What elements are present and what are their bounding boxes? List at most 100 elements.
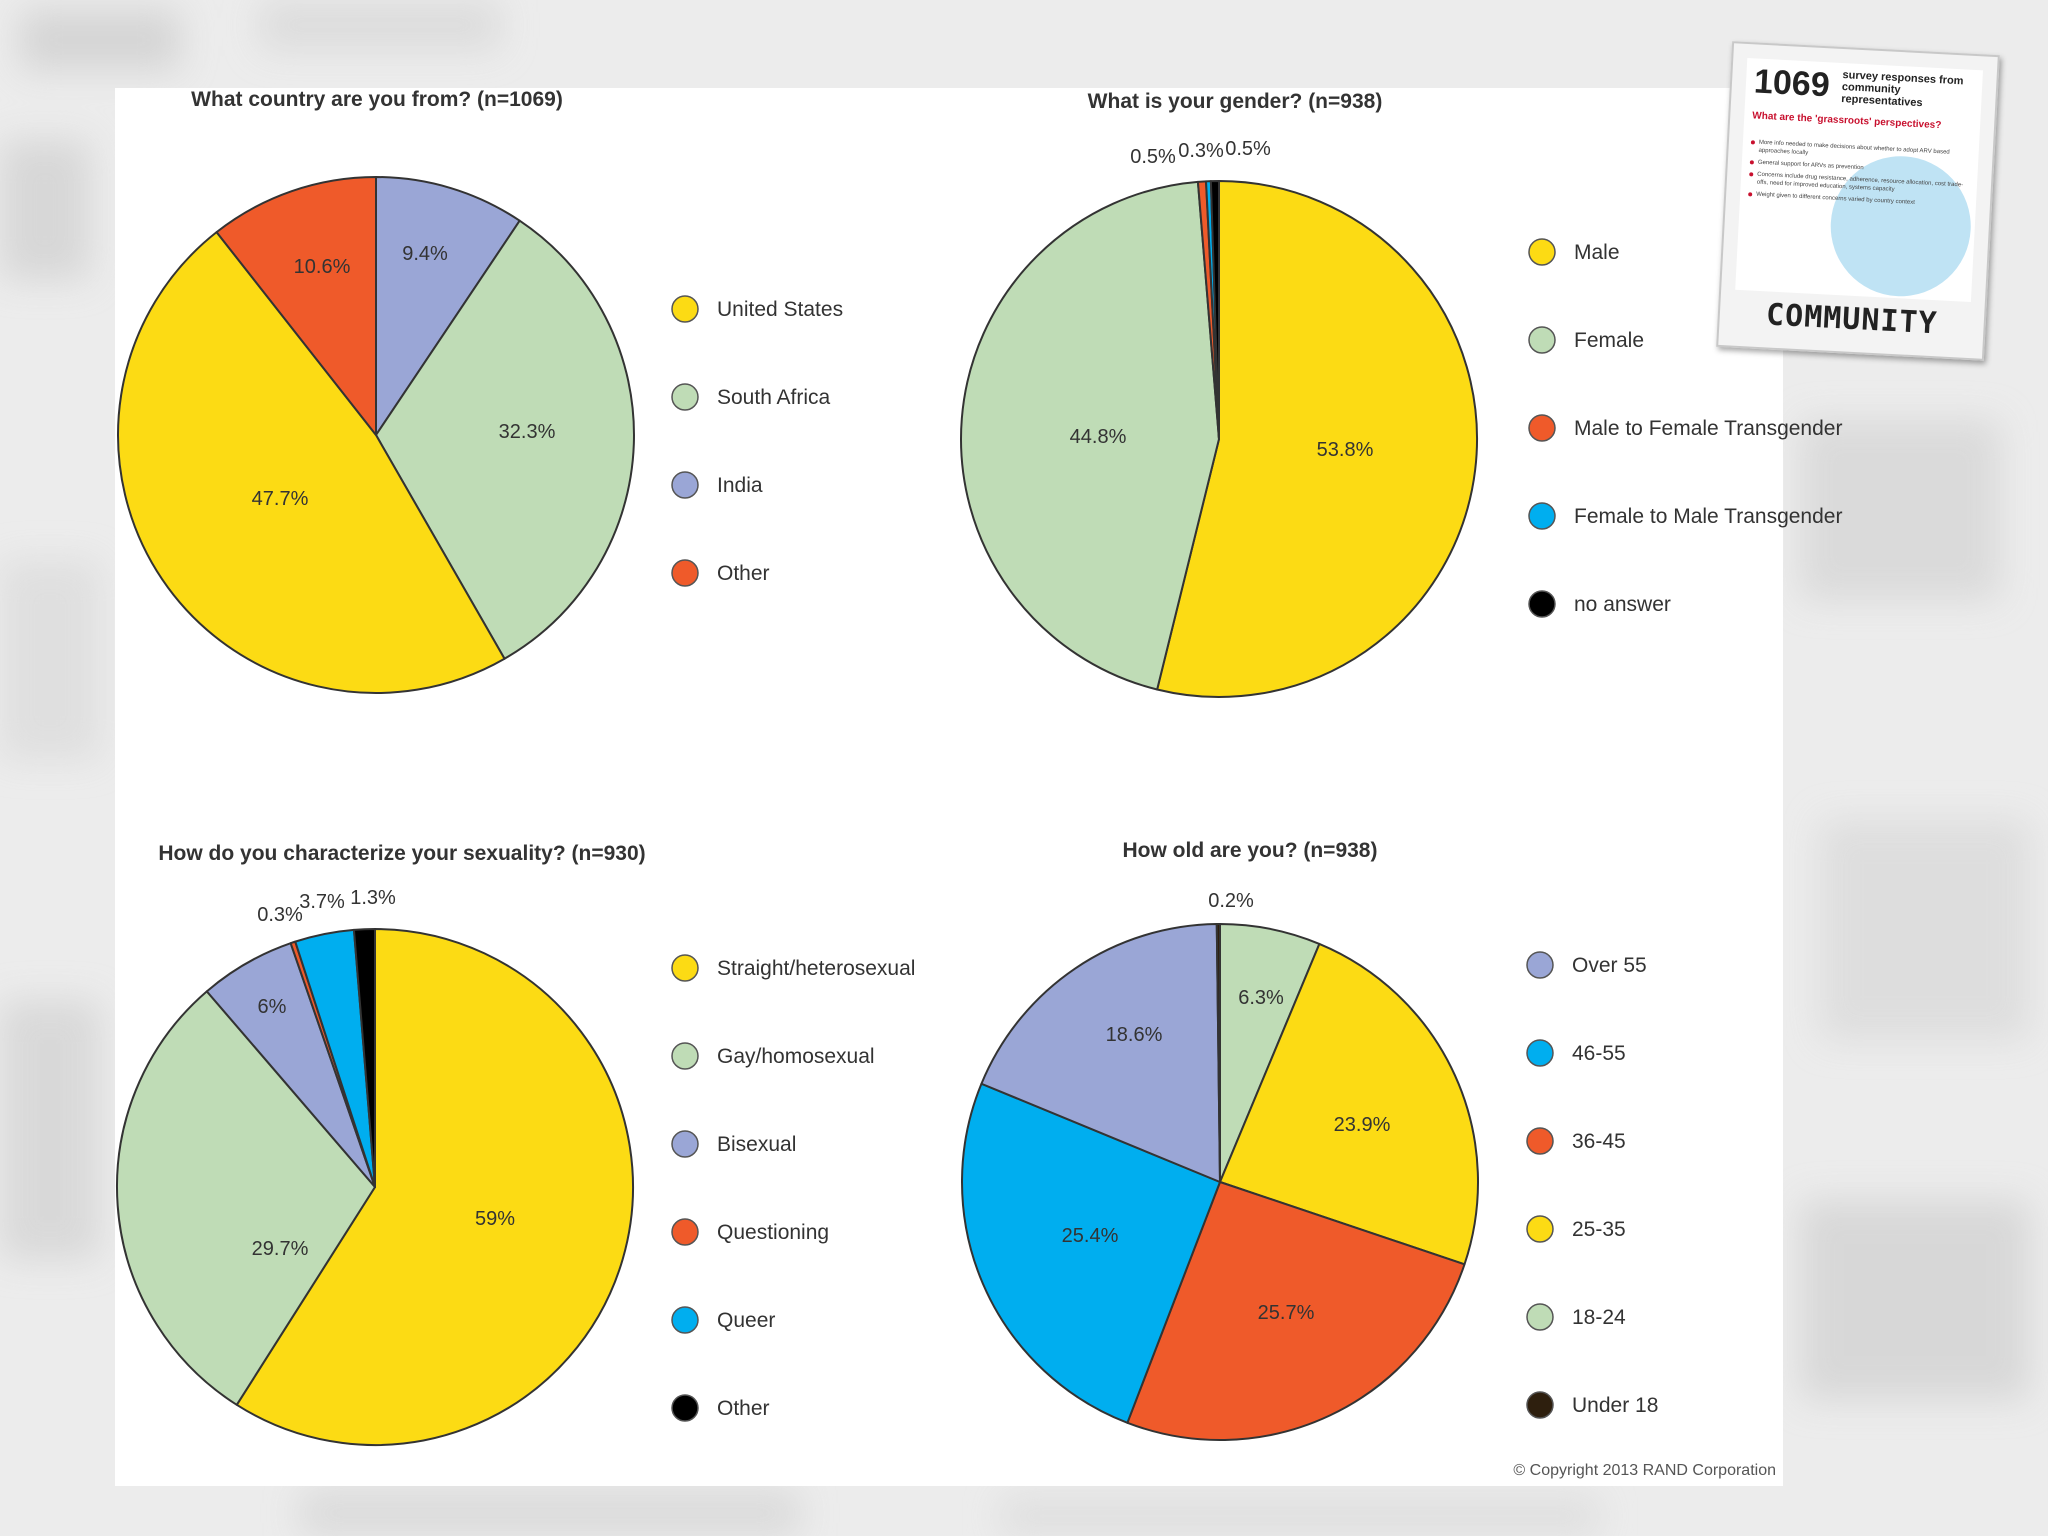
legend-item-male: Male (1528, 238, 1620, 266)
legend-label: South Africa (717, 386, 831, 409)
legend-label: no answer (1574, 593, 1671, 616)
legend-label: India (717, 474, 763, 497)
legend-item-straight-heterosexual: Straight/heterosexual (671, 954, 915, 982)
slice-label-other: 10.6% (294, 256, 351, 278)
pie-slice-46-55 (961, 1082, 1221, 1424)
legend-swatch (671, 383, 699, 411)
chart-title: What country are you from? (n=1069) (191, 88, 563, 111)
pie-slices (961, 922, 1479, 1441)
slice-label-straight-heterosexual: 59% (475, 1208, 515, 1230)
legend-label: Bisexual (717, 1133, 796, 1156)
legend-item-46-55: 46-55 (1526, 1039, 1626, 1067)
legend-swatch (671, 471, 699, 499)
slice-label-female-to-male-transgender: 0.3% (1178, 140, 1224, 162)
legend-item-other: Other (671, 559, 770, 587)
legend-swatch (671, 559, 699, 587)
pie-slice-36-45 (1126, 1181, 1466, 1441)
legend-label: Other (717, 1397, 770, 1420)
legend-swatch (671, 295, 699, 323)
legend-item-female-to-male-transgender: Female to Male Transgender (1528, 502, 1842, 530)
pie-slice-under-18 (1215, 922, 1221, 1183)
slice-label-46-55: 25.4% (1062, 1225, 1119, 1247)
chart-title: How do you characterize your sexuality? … (158, 842, 645, 865)
legend-swatch (1528, 238, 1556, 266)
legend-swatch (1526, 951, 1554, 979)
slice-label-male: 53.8% (1317, 439, 1374, 461)
legend-swatch (1526, 1215, 1554, 1243)
legend-label: Questioning (717, 1221, 829, 1244)
card-question: What are the 'grassroots' perspectives? (1752, 110, 1942, 132)
slice-label-questioning: 0.3% (257, 904, 303, 926)
legend-label: Female (1574, 329, 1644, 352)
slice-label-over-55: 18.6% (1106, 1024, 1163, 1046)
slice-label-female: 44.8% (1070, 426, 1127, 448)
pie-slice-over-55 (980, 923, 1221, 1183)
legend-item-25-35: 25-35 (1526, 1215, 1626, 1243)
pie-slice-no-answer (1209, 180, 1220, 440)
slice-label-no-answer: 0.5% (1225, 138, 1271, 160)
legend-item-other: Other (671, 1394, 770, 1422)
card-count: 1069 (1753, 62, 1831, 105)
legend-swatch (1526, 1391, 1554, 1419)
slice-label-india: 9.4% (402, 243, 448, 265)
slice-label-under-18: 0.2% (1208, 890, 1254, 912)
legend-swatch (1526, 1127, 1554, 1155)
legend-swatch (671, 954, 699, 982)
legend-label: Gay/homosexual (717, 1045, 875, 1068)
legend-item-female: Female (1528, 326, 1644, 354)
pie-slice-25-35 (1219, 942, 1479, 1266)
pie-slices (116, 928, 634, 1446)
legend-label: Straight/heterosexual (717, 957, 915, 980)
slice-label-queer: 3.7% (299, 891, 345, 913)
legend-item-south-africa: South Africa (671, 383, 831, 411)
legend-label: 25-35 (1572, 1218, 1626, 1241)
legend-swatch (671, 1042, 699, 1070)
legend-label: 46-55 (1572, 1042, 1626, 1065)
pie-slice-south-africa (375, 219, 635, 660)
legend-swatch (1526, 1039, 1554, 1067)
copyright-notice: © Copyright 2013 RAND Corporation (1513, 1462, 1776, 1479)
legend-label: 18-24 (1572, 1306, 1626, 1329)
legend-item-over-55: Over 55 (1526, 951, 1647, 979)
pie-slice-straight-heterosexual (235, 928, 634, 1446)
legend-swatch (1528, 590, 1556, 618)
legend-item-under-18: Under 18 (1526, 1391, 1658, 1419)
legend-swatch (1528, 414, 1556, 442)
legend-swatch (1528, 326, 1556, 354)
legend-label: Under 18 (1572, 1394, 1658, 1417)
card-heading: survey responses from community represen… (1841, 69, 1964, 110)
legend-swatch (671, 1306, 699, 1334)
legend-label: Over 55 (1572, 954, 1647, 977)
legend-label: Queer (717, 1309, 775, 1332)
slice-label-other: 1.3% (350, 887, 396, 909)
legend-label: Male to Female Transgender (1574, 417, 1842, 440)
legend-label: Other (717, 562, 770, 585)
legend-item-india: India (671, 471, 763, 499)
slice-label-male-to-female-transgender: 0.5% (1130, 146, 1176, 168)
card-title: COMMUNITY (1765, 297, 1939, 342)
legend-swatch (1526, 1303, 1554, 1331)
legend-swatch (1528, 502, 1556, 530)
pie-slices (960, 180, 1478, 698)
pie-slice-other (215, 176, 377, 436)
pie-slices (117, 176, 635, 694)
chart-title: What is your gender? (n=938) (1088, 90, 1383, 113)
legend-item-no-answer: no answer (1528, 590, 1671, 618)
slice-label-united-states: 47.7% (252, 488, 309, 510)
pie-slice-india (375, 176, 521, 436)
pie-slice-female (960, 180, 1220, 691)
pie-slice-united-states (117, 231, 506, 694)
legend-swatch (671, 1218, 699, 1246)
slice-label-36-45: 25.7% (1258, 1302, 1315, 1324)
legend-item-queer: Queer (671, 1306, 775, 1334)
card-bullet-list: More info needed to make decisions about… (1748, 138, 1971, 213)
legend-swatch (671, 1130, 699, 1158)
legend-item-gay-homosexual: Gay/homosexual (671, 1042, 875, 1070)
legend-swatch (671, 1394, 699, 1422)
community-card: 1069 survey responses from community rep… (1716, 41, 2000, 361)
legend-item-18-24: 18-24 (1526, 1303, 1626, 1331)
legend-item-united-states: United States (671, 295, 843, 323)
